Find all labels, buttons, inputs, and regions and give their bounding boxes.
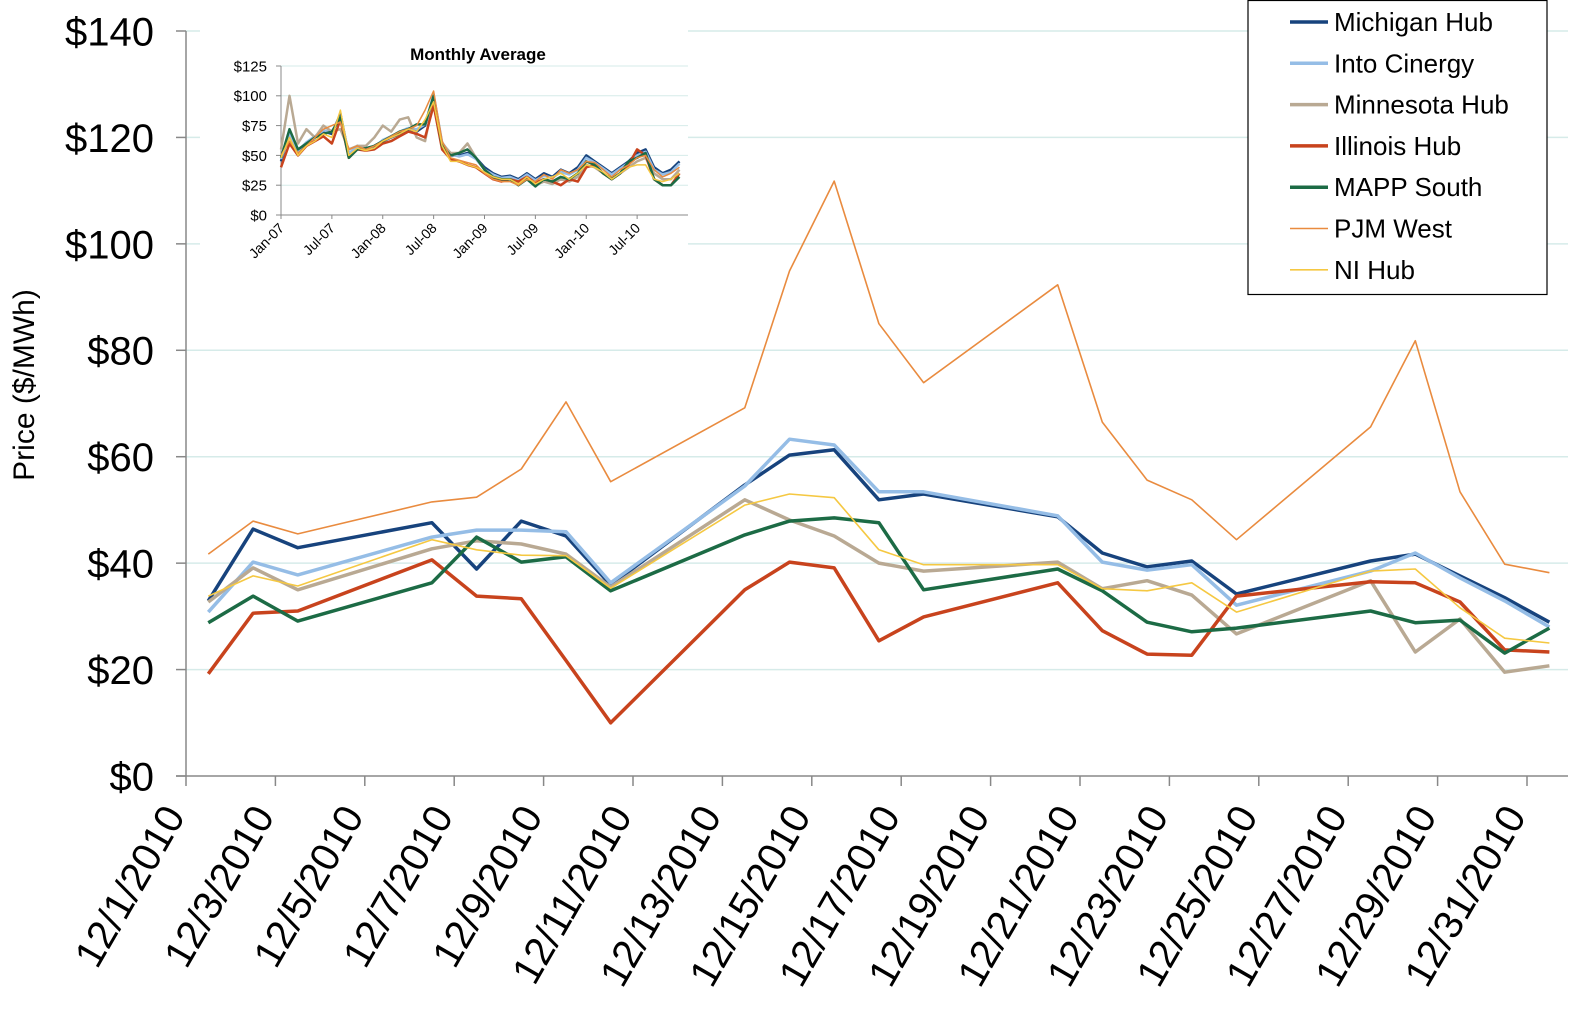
series-line — [206, 448, 1551, 624]
y-tick-label: $75 — [242, 118, 267, 135]
y-tick-label: $80 — [87, 330, 154, 374]
legend-label: Minnesota Hub — [1334, 90, 1509, 120]
series-line — [207, 180, 1550, 574]
y-tick-label: $120 — [65, 117, 154, 161]
series-line — [206, 558, 1550, 725]
y-tick-label: $40 — [87, 543, 154, 587]
y-tick-label: $0 — [110, 755, 155, 799]
y-tick-label: $0 — [250, 207, 267, 224]
inset-title: Monthly Average — [410, 45, 546, 64]
y-tick-label: $20 — [87, 649, 154, 693]
legend-label: Michigan Hub — [1334, 7, 1493, 37]
y-tick-label: $60 — [87, 436, 154, 480]
legend: Michigan Hub Into Cinergy Minnesota Hub Ill… — [1247, 0, 1548, 296]
y-tick-label: $140 — [65, 10, 154, 54]
y-tick-label: $50 — [242, 148, 267, 165]
y-tick-label: $100 — [65, 223, 154, 267]
legend-label: Into Cinergy — [1334, 48, 1474, 78]
series-line — [207, 516, 1551, 655]
legend-label: PJM West — [1334, 214, 1453, 244]
series-line — [280, 101, 680, 185]
series-line — [206, 437, 1551, 629]
legend-label: Illinois Hub — [1334, 131, 1461, 161]
y-axis-title: Price ($/MWh) — [8, 289, 41, 481]
y-tick-label: $125 — [234, 58, 267, 75]
legend-label: NI Hub — [1334, 255, 1415, 285]
y-tick-label: $100 — [234, 88, 267, 105]
y-tick-label: $25 — [242, 178, 267, 195]
legend-label: MAPP South — [1334, 172, 1482, 202]
series-line — [207, 493, 1550, 644]
series-line — [207, 498, 1550, 674]
